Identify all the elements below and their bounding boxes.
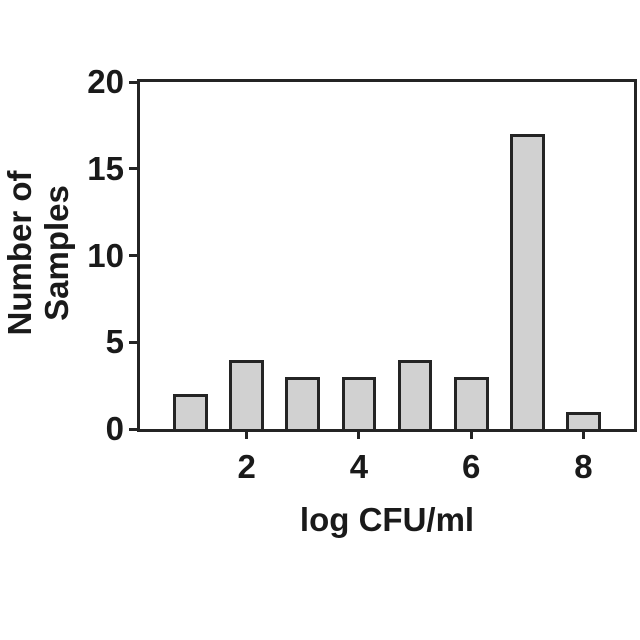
x-tick-label: 2	[237, 448, 256, 485]
y-tick-label: 0	[105, 410, 124, 447]
bar	[509, 134, 545, 429]
x-axis-title: log CFU/ml	[299, 501, 475, 538]
y-tick	[129, 427, 137, 431]
x-tick-label: 4	[349, 448, 369, 485]
bar	[566, 411, 601, 429]
y-tick	[129, 167, 137, 171]
plot-area: log CFU/ml 0 5 10 15 20 2 4 6 8	[87, 65, 637, 537]
bar	[229, 359, 265, 429]
y-tick-label: 15	[87, 149, 124, 187]
y-tick-label: 20	[87, 63, 124, 100]
x-tick-label: 8	[574, 448, 593, 485]
y-tick-label: 5	[105, 323, 124, 361]
x-tick	[245, 432, 249, 439]
y-tick	[129, 254, 137, 257]
y-tick-label: 10	[87, 236, 124, 274]
bar	[453, 376, 489, 429]
bar	[397, 359, 433, 429]
x-tick	[357, 432, 361, 439]
y-axis-title-line1: Number of	[1, 170, 38, 336]
x-tick	[581, 432, 585, 439]
bars-layer	[140, 82, 634, 429]
y-tick	[129, 80, 137, 84]
x-tick-label: 6	[462, 448, 481, 485]
bar	[285, 376, 321, 429]
bar	[341, 376, 377, 429]
y-tick	[129, 340, 137, 344]
bar	[173, 394, 208, 429]
x-tick	[469, 432, 473, 439]
